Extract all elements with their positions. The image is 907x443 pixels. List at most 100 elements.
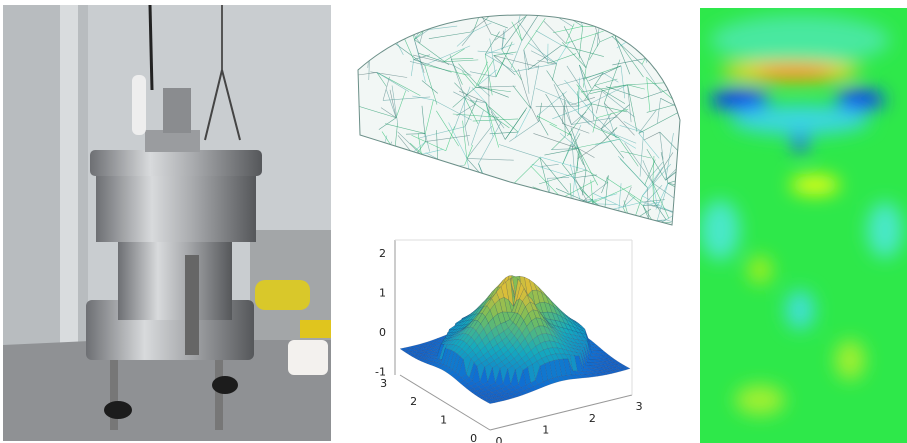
mesh-edge <box>678 29 699 31</box>
mesh-edge <box>400 159 422 171</box>
mesh-edge <box>382 9 408 32</box>
mesh-edge <box>464 173 469 204</box>
mesh-edge <box>626 21 645 23</box>
mesh-edge <box>675 184 678 224</box>
y-tick-label: 1 <box>440 414 447 427</box>
mesh-edge <box>329 185 358 208</box>
mesh-edge <box>358 199 400 208</box>
mesh-edge <box>327 199 358 208</box>
mesh-edge <box>653 8 654 57</box>
mesh-edge <box>370 2 382 15</box>
z-tick-label: 0 <box>379 326 386 339</box>
mesh-edge <box>393 157 424 178</box>
x-tick-label: 2 <box>589 412 596 425</box>
mesh-edge <box>563 209 579 223</box>
mesh-edge <box>605 214 606 256</box>
mesh-edge <box>433 200 468 231</box>
mesh-edge <box>359 0 389 16</box>
mesh-edge <box>375 157 386 176</box>
mesh-edge <box>348 177 374 219</box>
mesh-edge <box>414 168 433 209</box>
mesh-edge <box>584 201 593 236</box>
mesh-edge <box>582 211 607 214</box>
mesh-edge <box>461 186 499 194</box>
mesh-edge <box>359 0 375 16</box>
mesh-edge <box>394 187 399 224</box>
mesh-edge <box>406 4 415 39</box>
mesh-edge <box>615 223 630 230</box>
mesh-edge <box>368 15 382 21</box>
mesh-edge <box>394 209 408 217</box>
mesh-edge <box>359 7 381 16</box>
mesh-edge <box>384 22 385 37</box>
mesh-edge <box>433 209 454 222</box>
mesh-edge <box>327 207 359 228</box>
mesh-edge <box>587 9 600 21</box>
mesh-edge <box>382 177 384 206</box>
mesh-edge <box>390 209 407 214</box>
mesh-edge <box>398 187 434 209</box>
mesh-edge <box>351 208 358 238</box>
mesh-edge <box>375 177 384 203</box>
mesh-edge <box>567 209 572 225</box>
mesh-edge <box>413 17 417 32</box>
mesh-edge <box>615 13 647 37</box>
mesh-edge <box>654 57 696 59</box>
mesh-edge <box>447 203 479 239</box>
mesh-edge <box>560 13 588 19</box>
mesh-edge <box>593 0 600 20</box>
mesh-edge <box>478 203 488 239</box>
mesh-edge <box>489 195 498 222</box>
mesh-edge <box>371 161 383 177</box>
mesh-edge <box>359 16 385 19</box>
mesh-edge <box>457 207 494 209</box>
mesh-edge <box>375 142 392 177</box>
mesh-edge <box>562 198 563 238</box>
mesh-edge <box>452 200 469 214</box>
z-tick-label: 1 <box>379 287 386 300</box>
mesh-edge <box>345 173 365 204</box>
mesh-edge <box>351 185 364 204</box>
mesh-edge <box>390 5 408 32</box>
mesh-edge <box>361 30 370 43</box>
mesh-edge <box>366 15 383 29</box>
mesh-edge <box>354 7 385 17</box>
mesh-edge <box>402 162 416 208</box>
mesh-edge <box>369 208 403 209</box>
mesh-edge <box>375 177 387 218</box>
mesh-edge <box>553 207 567 213</box>
photo <box>3 5 331 441</box>
mesh-edge <box>407 209 419 250</box>
mesh-edge <box>344 29 361 67</box>
mesh-edge <box>429 177 434 209</box>
mesh-edge <box>560 0 593 18</box>
mesh-edge <box>357 172 394 187</box>
mesh-edge <box>617 27 651 49</box>
mesh-edge <box>407 189 414 209</box>
mesh-edge <box>678 104 697 149</box>
mesh-edge <box>359 170 369 206</box>
mesh-edge <box>675 224 676 264</box>
mesh-edge <box>457 208 473 249</box>
y-tick-label: 2 <box>410 395 417 408</box>
mesh-edge <box>397 209 433 231</box>
x-tick-label: 0 <box>496 435 503 443</box>
page: {"surface_plot": {"z_ticks": [2, 1, 0, -… <box>0 0 907 443</box>
mesh-edge <box>341 38 383 47</box>
mesh-edge <box>376 209 403 243</box>
mesh-edge <box>546 198 561 205</box>
mesh-edge <box>350 200 365 204</box>
mesh-edge <box>366 23 370 43</box>
mesh-edge <box>359 137 375 176</box>
mesh-edge <box>373 209 407 215</box>
mesh-edge <box>394 208 403 226</box>
mesh-edge <box>372 0 384 38</box>
mesh-render <box>322 0 708 264</box>
axis <box>490 395 632 430</box>
mesh-edge <box>402 209 445 219</box>
mesh-edge <box>551 203 572 209</box>
mesh-edge <box>646 2 672 23</box>
mesh-edge <box>537 209 572 228</box>
mesh-edge <box>551 209 563 227</box>
x-tick-label: 3 <box>636 400 643 413</box>
